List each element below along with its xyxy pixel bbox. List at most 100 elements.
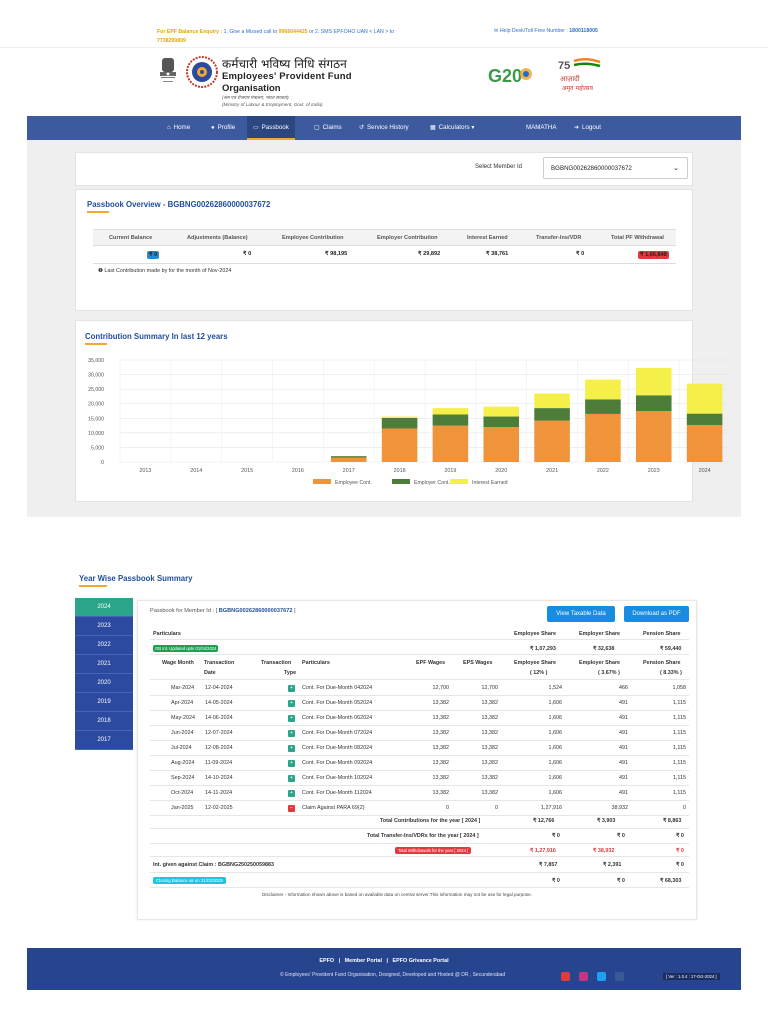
employer-share-cell: 491 (619, 700, 628, 706)
year-tab[interactable]: 2018 (75, 712, 133, 731)
x-tick-label: 2020 (495, 468, 507, 474)
bar-segment (534, 420, 570, 462)
closing-employer: ₹ 0 (617, 878, 625, 884)
employer-share-cell: 491 (619, 775, 628, 781)
employee-share-cell: 1,524 (548, 685, 563, 691)
last-contribution-note: ❶ Last Contribution made by for the mont… (98, 268, 231, 274)
year-tab[interactable]: 2022 (75, 636, 133, 655)
transaction-row (150, 696, 689, 711)
year-tab[interactable]: 2017 (75, 731, 133, 750)
eps-wages-cell: 13,382 (481, 700, 499, 706)
total-transfer-pension: ₹ 0 (676, 833, 684, 839)
nav-profile[interactable]: ● Profile (211, 116, 235, 140)
header-transfer-ins: Transfer-Ins/VDR (536, 235, 582, 241)
org-name-hindi: कर्मचारी भविष्य निधि संगठन (222, 57, 347, 71)
employer-share-cell: 491 (619, 730, 628, 736)
wage-month-cell: Jul-2024 (171, 745, 192, 751)
epf-wages-cell: 12,700 (432, 685, 450, 691)
footer-link-member-portal[interactable]: Member Portal (344, 958, 383, 964)
employee-share-cell: 1,606 (548, 700, 563, 706)
view-taxable-data-button[interactable]: View Taxable Data (547, 606, 615, 622)
wage-month-cell: Mar-2024 (171, 685, 195, 691)
facebook-icon[interactable] (615, 972, 624, 981)
x-tick-label: 2013 (139, 468, 151, 474)
member-select-label: Select Member Id (475, 164, 523, 170)
instagram-icon[interactable] (579, 972, 588, 981)
epf-wages-cell: 13,382 (432, 745, 450, 751)
wage-month-cell: Apr-2024 (171, 700, 194, 706)
legend-swatch (392, 479, 410, 484)
nav-claims-label: Claims (322, 124, 342, 131)
summary-header-row (150, 626, 689, 640)
col-txn-date-1: Transaction (204, 660, 235, 666)
nav-service-history[interactable]: ↺ Service History (359, 116, 409, 140)
legend-label: Employee Cont. (335, 480, 372, 486)
total-contrib-employer: ₹ 3,903 (597, 818, 616, 824)
nav-passbook[interactable]: ▭ Passbook (247, 116, 295, 140)
col-pension-share-1: Pension Share (643, 660, 681, 666)
transaction-row (150, 711, 689, 726)
epf-wages-cell: 13,382 (432, 715, 450, 721)
nav-home[interactable]: ⌂ Home (167, 116, 190, 140)
x-tick-label: 2016 (292, 468, 304, 474)
nav-logout[interactable]: ➜ Logout (574, 116, 601, 140)
x-tick-label: 2024 (699, 468, 711, 474)
epf-wages-cell: 13,382 (432, 790, 450, 796)
info-icon: ❶ (98, 268, 103, 274)
bar-segment (635, 395, 672, 411)
card-icon: ▭ (253, 125, 259, 131)
employer-contribution-value: ₹ 29,892 (418, 251, 441, 257)
azadi-ka-amrit-mahotsav-logo-icon: 75 आज़ादी अमृत महोत्सव (558, 58, 601, 92)
epf-wages-cell: 13,382 (432, 700, 450, 706)
download-pdf-button[interactable]: Download as PDF (624, 606, 689, 622)
year-tab[interactable]: 2020 (75, 674, 133, 693)
credit-icon: + (288, 760, 295, 767)
x-tick-label: 2023 (648, 468, 660, 474)
home-icon: ⌂ (167, 125, 171, 131)
chart-title: Contribution Summary In last 12 years (85, 332, 228, 341)
eps-wages-cell: 12,700 (481, 685, 499, 691)
year-tab[interactable]: 2024 (75, 598, 133, 617)
nav-claims[interactable]: ▢ Claims (314, 116, 342, 140)
closing-employee: ₹ 0 (552, 878, 560, 884)
transaction-row (150, 741, 689, 756)
col-txn-date-2: Date (204, 670, 216, 676)
title-underline (85, 343, 107, 345)
footer-link-grievance[interactable]: EPFO Grivance Portal (392, 958, 449, 964)
employee-share-header: Employee Share (514, 631, 556, 637)
year-tab[interactable]: 2019 (75, 693, 133, 712)
particulars-cell: Claim Against PARA 69(2) (302, 805, 365, 811)
g20-logo-text: G20 (488, 66, 522, 86)
epf-wages-cell: 13,382 (432, 730, 450, 736)
nav-calculators[interactable]: ▦ Calculators ▾ (430, 116, 474, 140)
overview-card (75, 189, 693, 311)
helpdesk-number[interactable]: 1800118005 (569, 28, 598, 34)
youtube-icon[interactable] (561, 972, 570, 981)
twitter-icon[interactable] (597, 972, 606, 981)
year-tab[interactable]: 2023 (75, 617, 133, 636)
calculator-icon: ▦ (430, 125, 436, 131)
bar-segment (534, 408, 570, 421)
transaction-date-cell: 12-02-2025 (205, 805, 233, 811)
member-id-select[interactable]: BGBNG00262860000037672 ⌄ (543, 157, 688, 179)
particulars-cell: Cont. For Due-Month 102024 (302, 775, 373, 781)
enquiry-phone-1[interactable]: 9966044425 (278, 29, 308, 35)
footer-link-epfo[interactable]: EPFO (319, 958, 335, 964)
transaction-date-cell: 14-10-2024 (205, 775, 233, 781)
year-tab[interactable]: 2021 (75, 655, 133, 674)
col-pension-share-2: ( 8.33% ) (660, 670, 682, 676)
eps-wages-cell: 13,382 (481, 730, 499, 736)
overview-values-row: ₹ 0 ₹ 0 ₹ 98,195 ₹ 29,892 ₹ 38,761 ₹ 0 ₹… (93, 247, 676, 264)
col-epf-wages: EPF Wages (416, 660, 446, 666)
header-interest-earned: Interest Earned (467, 235, 508, 241)
footer: EPFO | Member Portal | EPFO Grivance Por… (27, 948, 741, 990)
ob-employer: ₹ 32,638 (593, 646, 615, 652)
transaction-date-cell: 12-07-2024 (205, 730, 233, 736)
pension-share-cell: 1,115 (672, 745, 686, 751)
copyright-text: © Employees' Provident Fund Organisation… (280, 972, 506, 978)
bar-segment (686, 413, 723, 425)
yearwise-title: Year Wise Passbook Summary (79, 574, 193, 583)
enquiry-phone-2[interactable]: 7738299899 (157, 38, 186, 44)
pension-share-cell: 1,115 (672, 760, 686, 766)
total-transfer-label: Total Transfer-Ins/VDRs for the year [ 2… (367, 833, 479, 839)
